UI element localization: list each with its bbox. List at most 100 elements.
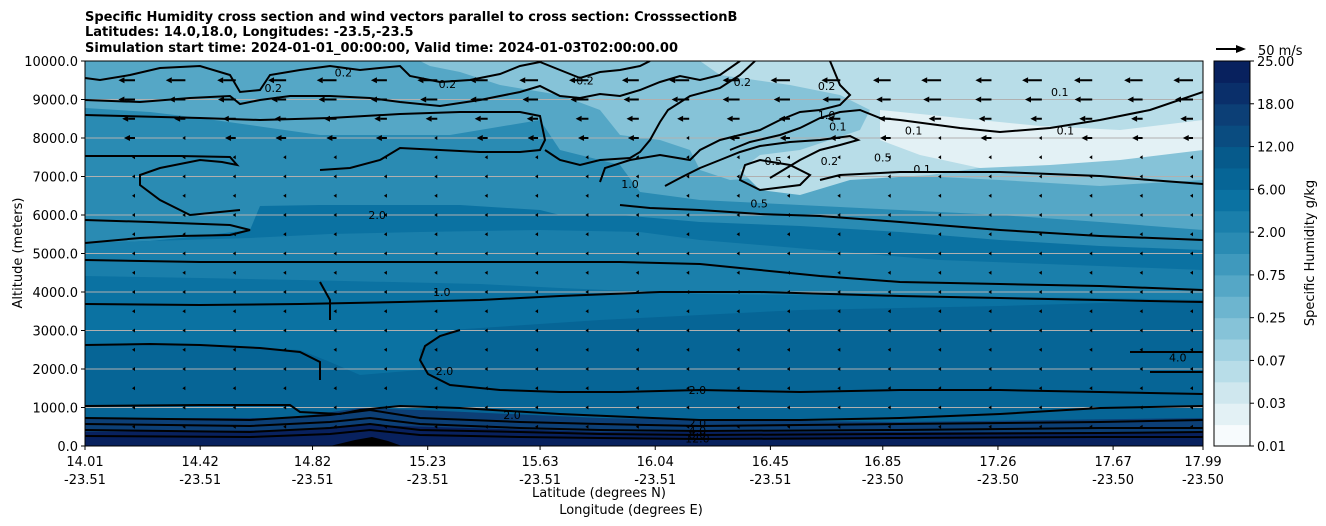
wind-vector: [786, 367, 790, 371]
colorbar-tick-label: 0.75: [1257, 269, 1286, 284]
wind-vector: [1190, 367, 1193, 371]
wind-vector: [938, 136, 942, 140]
wind-vector: [786, 405, 790, 410]
wind-vector: [232, 290, 236, 294]
wind-vector-head: [474, 115, 481, 122]
wind-vector-head: [878, 115, 885, 122]
colorbar-tick-label: 0.07: [1257, 354, 1286, 369]
grid-lines: [85, 61, 1203, 446]
contour-line: [729, 91, 1203, 151]
wind-vector: [786, 232, 790, 237]
colorbar-segment: [1214, 167, 1250, 190]
wind-vector: [988, 270, 992, 275]
colorbar-tick-label: 2.00: [1257, 226, 1286, 241]
wind-vector: [383, 424, 387, 429]
wind-vector-head: [469, 77, 476, 84]
wind-vector: [484, 251, 488, 256]
wind-vector: [434, 386, 438, 391]
wind-vector: [1038, 328, 1042, 333]
wind-vector: [837, 386, 841, 391]
wind-vector: [635, 290, 639, 294]
wind-vector-head: [1173, 77, 1180, 84]
wind-vector: [1038, 386, 1042, 391]
wind-vector-head: [623, 96, 630, 103]
contour-line: [85, 291, 1203, 307]
wind-vector: [585, 386, 589, 391]
wind-vector: [434, 347, 438, 352]
y-tick-label: 10000.0: [24, 55, 78, 70]
wind-vector: [736, 386, 740, 391]
x-tick-label-lon: -23.51: [749, 473, 791, 488]
wind-vector: [434, 367, 438, 371]
wind-vector: [434, 309, 438, 314]
wind-vector-head: [476, 135, 483, 141]
wind-vector: [1089, 270, 1093, 275]
wind-vector-head: [326, 135, 333, 141]
wind-vector: [786, 193, 790, 198]
wind-vector: [686, 232, 690, 237]
contour-label: 4.0: [1169, 351, 1187, 364]
wind-vector: [535, 405, 539, 410]
wind-vector: [1190, 270, 1193, 275]
wind-vector: [837, 328, 841, 333]
wind-vector: [585, 174, 589, 179]
wind-vector: [434, 424, 438, 429]
wind-vector: [988, 347, 992, 352]
colorbar-segment: [1214, 339, 1250, 361]
wind-vector: [232, 367, 236, 371]
wind-vector-head: [122, 115, 129, 122]
wind-vector: [535, 155, 539, 160]
wind-vector: [132, 290, 135, 294]
wind-vector: [786, 155, 790, 160]
wind-vector: [1089, 251, 1093, 256]
wind-vector: [585, 367, 589, 371]
wind-vector: [333, 174, 337, 179]
contour-line: [85, 428, 1203, 441]
wind-vector: [1089, 347, 1093, 352]
wind-vector: [283, 232, 287, 237]
contour-label: 2.0: [436, 365, 454, 378]
wind-vector: [988, 193, 992, 198]
wind-vector: [434, 405, 438, 410]
wind-vector: [182, 251, 186, 256]
wind-vector: [182, 328, 186, 333]
x-axis-ticks: 14.01 -23.51 14.42 -23.51 14.82 -23.51 15.23 -2…: [64, 446, 1224, 488]
wind-vector: [736, 424, 740, 429]
wind-vector: [1190, 290, 1193, 294]
contour-line: [85, 416, 1203, 433]
wind-vector-head: [118, 77, 125, 84]
x-axis-label: Latitude (degrees N): [532, 486, 666, 501]
colorbar-segment: [1214, 232, 1250, 254]
y-tick-label: 4000.0: [33, 286, 79, 301]
contour-line: [664, 134, 861, 187]
wind-vector: [1139, 174, 1143, 179]
colorbar-segment: [1214, 210, 1250, 233]
wind-vector: [182, 290, 186, 294]
wind-vector-head: [268, 77, 275, 84]
wind-vector: [333, 290, 337, 294]
colorbar-segment: [1214, 82, 1250, 105]
wind-vector: [736, 174, 740, 179]
y-tick-label: 3000.0: [33, 325, 79, 340]
wind-vector: [1038, 424, 1042, 429]
wind-vector: [635, 155, 639, 160]
x-tick-label-lon: -23.50: [862, 473, 904, 488]
contour-label: 0.1: [905, 124, 923, 137]
wind-vector: [132, 270, 135, 275]
wind-vector-head: [778, 115, 785, 122]
wind-vector: [383, 193, 387, 198]
wind-vector: [484, 386, 488, 391]
x-tick-label-lat: 15.63: [521, 455, 558, 470]
wind-vector-head: [323, 115, 330, 122]
wind-vector-head: [575, 115, 582, 122]
wind-vector: [182, 136, 186, 140]
colorbar-tick-label: 0.25: [1257, 312, 1286, 327]
wind-vector: [333, 213, 337, 217]
wind-vector-head: [626, 115, 633, 122]
wind-vector: [535, 347, 539, 352]
wind-vector: [333, 386, 337, 391]
wind-vector-head: [975, 77, 982, 84]
wind-vector: [1139, 251, 1143, 256]
wind-vector-head: [218, 96, 225, 103]
wind-vector: [132, 155, 135, 160]
